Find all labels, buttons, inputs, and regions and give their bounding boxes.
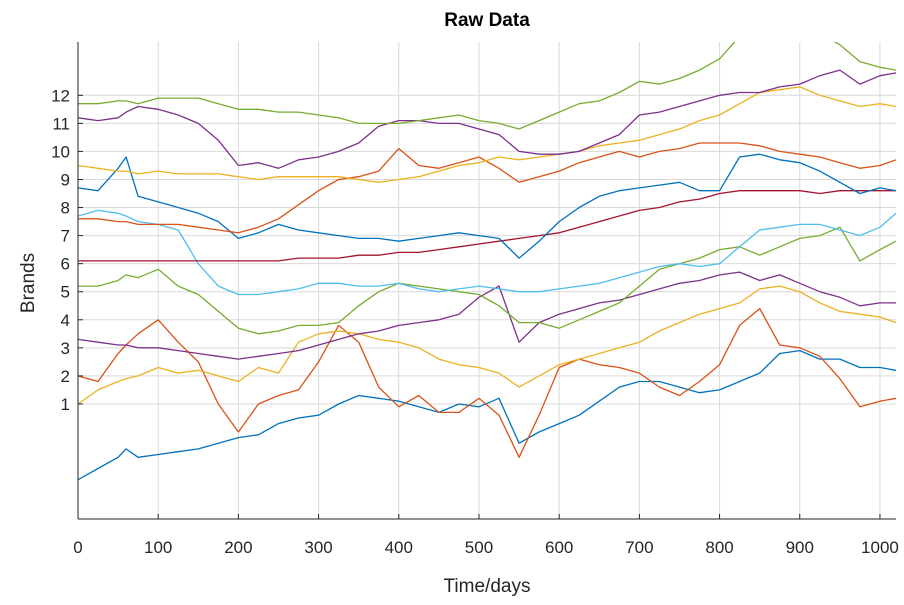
y-tick-label: 5 — [61, 283, 70, 302]
x-tick-label: 300 — [304, 538, 332, 557]
series-line-4 — [78, 271, 896, 360]
y-tick-label: 2 — [61, 367, 70, 386]
series-layer — [78, 42, 896, 481]
x-tick-label: 400 — [385, 538, 413, 557]
y-tick-label: 10 — [51, 142, 70, 161]
series-line-9 — [78, 142, 896, 234]
series-line-11 — [78, 69, 896, 169]
y-axis-label: Brands — [18, 253, 39, 313]
x-tick-label: 200 — [224, 538, 252, 557]
axes: 0 100 200 300 400 500 600 700 800 900 100012345678… — [51, 42, 899, 557]
y-tick-label: 9 — [61, 170, 70, 189]
x-tick-label: 600 — [545, 538, 573, 557]
x-tick-label: 100 — [144, 538, 172, 557]
series-line-1 — [78, 349, 896, 481]
series-line-7 — [78, 190, 896, 262]
y-tick-label: 12 — [51, 86, 70, 105]
series-line-6 — [78, 209, 896, 296]
x-tick-label: 1000 — [861, 538, 899, 557]
x-tick-label: 900 — [786, 538, 814, 557]
series-line-8 — [78, 153, 896, 259]
series-line-3 — [78, 285, 896, 405]
y-tick-label: 6 — [61, 255, 70, 274]
x-tick-label: 0 — [73, 538, 82, 557]
y-tick-label: 3 — [61, 339, 70, 358]
series-line-5 — [78, 226, 896, 335]
chart-title: Raw Data — [444, 10, 530, 31]
y-tick-label: 1 — [61, 395, 70, 414]
y-tick-label: 7 — [61, 227, 70, 246]
y-tick-label: 8 — [61, 199, 70, 218]
y-tick-label: 11 — [52, 114, 70, 133]
series-line-2 — [78, 307, 896, 458]
y-tick-label: 4 — [61, 311, 70, 330]
x-tick-label: 700 — [625, 538, 653, 557]
x-tick-label: 500 — [465, 538, 493, 557]
grid — [77, 42, 896, 519]
x-tick-label: 800 — [705, 538, 733, 557]
x-axis-label: Time/days — [444, 576, 531, 597]
series-line-12 — [78, 42, 896, 130]
series-line-10 — [78, 86, 896, 183]
